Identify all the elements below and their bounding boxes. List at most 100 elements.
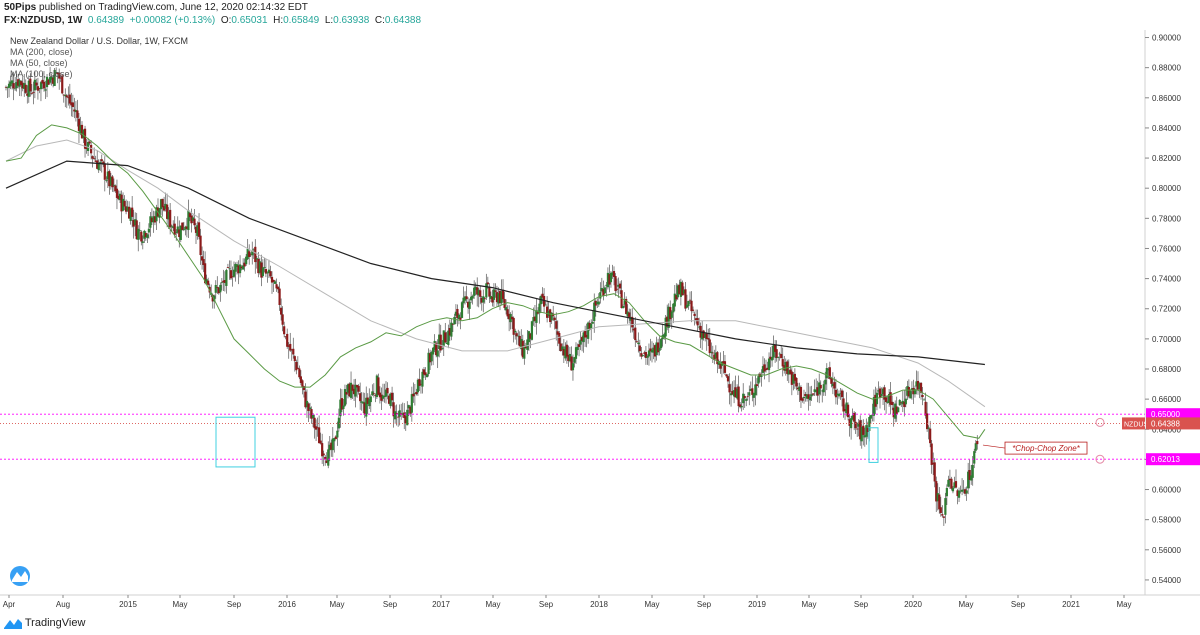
close-label: C: (374, 15, 385, 26)
candle-body (325, 460, 328, 463)
candle-body (533, 316, 537, 321)
price-tick-label: 0.78000 (1152, 214, 1181, 223)
tradingview-brand[interactable]: TradingView (4, 617, 85, 630)
candle-body (930, 443, 933, 465)
candle-body (74, 110, 78, 113)
candle-body (580, 337, 584, 341)
candle-body (220, 282, 223, 284)
candle-body (135, 220, 138, 240)
candle-body (200, 256, 204, 261)
time-tick-label: Aug (56, 600, 70, 609)
ma200-legend[interactable]: MA (200, close) (10, 47, 73, 57)
candle-body (714, 352, 717, 359)
author-name[interactable]: 50Pips (4, 2, 37, 13)
candle-body (50, 76, 53, 80)
candle-body (179, 225, 182, 240)
candle-body (596, 301, 599, 304)
candle-body (83, 128, 87, 149)
candles (4, 66, 979, 526)
candle-body (514, 330, 517, 333)
candle-body (463, 296, 467, 301)
candle-body (561, 346, 564, 351)
candle-body (410, 394, 413, 413)
candle-body (526, 339, 529, 350)
candle-body (948, 478, 952, 481)
candle-body (112, 184, 116, 186)
candle-body (286, 333, 289, 347)
candle-body (368, 399, 371, 407)
candle-body (603, 287, 606, 294)
candle-body (359, 393, 362, 402)
price-tick-label: 0.74000 (1152, 275, 1181, 284)
candle-body (30, 92, 33, 94)
candle-body (93, 158, 96, 160)
candle-body (681, 282, 684, 296)
candle-body (775, 349, 778, 359)
candle-body (334, 436, 337, 440)
candle-body (384, 389, 388, 397)
candle-body (287, 345, 290, 347)
candle-body (799, 386, 803, 401)
candle-body (477, 289, 480, 296)
candle-body (389, 393, 392, 407)
candle-body (416, 379, 420, 393)
time-tick-label: May (644, 600, 659, 609)
current-price-label-bg (1146, 417, 1200, 430)
candle-body (804, 394, 807, 397)
ma50-legend[interactable]: MA (50, close) (10, 58, 68, 68)
candle-body (517, 335, 520, 337)
candle-body (707, 338, 710, 340)
candle-body (164, 203, 167, 209)
candle-body (143, 230, 146, 239)
candle-body (755, 384, 758, 386)
candle-body (693, 313, 696, 316)
candle-body (102, 161, 105, 165)
price-tick-label: 0.66000 (1152, 395, 1181, 404)
candle-body (97, 163, 100, 171)
candle-body (479, 290, 482, 297)
candle-body (921, 395, 924, 397)
candle-body (395, 413, 398, 415)
candle-body (471, 295, 474, 299)
candle-body (454, 311, 458, 316)
candle-body (166, 204, 169, 219)
candle-body (226, 267, 230, 268)
candle-body (445, 342, 448, 345)
candle-body (918, 383, 921, 390)
candle-body (134, 219, 137, 226)
open-value: 0.65031 (231, 15, 268, 26)
level-label-bg (1146, 453, 1200, 466)
candle-body (284, 336, 287, 338)
candle-body (752, 392, 755, 398)
candle-body (140, 231, 143, 242)
candle-body (77, 118, 81, 132)
candle-body (894, 403, 897, 419)
candle-body (85, 146, 88, 150)
candle-body (240, 266, 243, 269)
price-tick-label: 0.60000 (1152, 486, 1181, 495)
candle-body (582, 332, 585, 343)
price-tick-label: 0.72000 (1152, 305, 1181, 314)
candle-body (634, 327, 637, 341)
candle-body (324, 456, 327, 460)
candle-body (35, 82, 38, 86)
candle-body (190, 215, 193, 224)
candle-body (812, 393, 815, 395)
published-line: 50Pips published on TradingView.com, Jun… (4, 2, 308, 13)
candle-body (128, 206, 131, 219)
highlight-box (868, 427, 879, 463)
candle-body (504, 307, 508, 311)
candle-body (292, 348, 295, 355)
price-tick-label: 0.88000 (1152, 64, 1181, 73)
ma100-legend[interactable]: MA (100, close) (10, 69, 73, 79)
candle-body (550, 312, 553, 321)
candle-body (500, 291, 503, 304)
candle-body (559, 343, 562, 352)
candle-body (121, 198, 125, 211)
symbol-label[interactable]: FX:NZDUSD, 1W (4, 15, 83, 26)
price-chart[interactable]: 0.90000 0.88000 0.86000 0.84000 0.82000 0.800… (0, 0, 1200, 613)
candle-body (732, 390, 736, 397)
candle-body (185, 226, 188, 229)
candle-body (625, 298, 628, 315)
candle-body (372, 393, 375, 395)
